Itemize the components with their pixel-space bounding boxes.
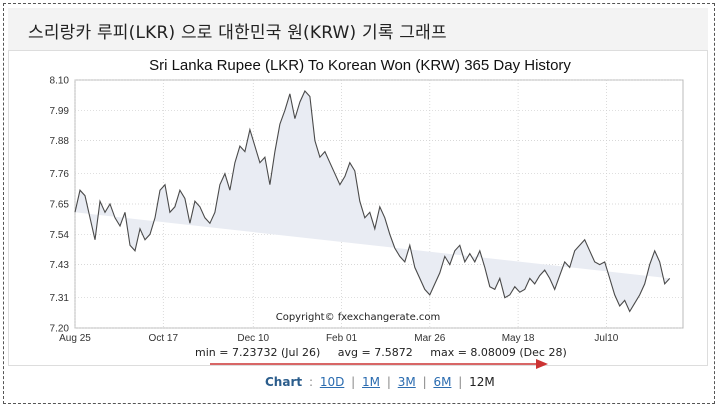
x-tick-label: Jul10 [594,333,618,344]
range-option-10d[interactable]: 10D [319,375,345,389]
stat-avg: avg = 7.5872 [337,346,413,359]
copyright-watermark: Copyright© fxexchangerate.com [276,312,441,323]
x-tick-label: Mar 26 [414,333,446,344]
y-tick-label: 7.76 [50,169,70,180]
x-tick-label: Feb 01 [326,333,358,344]
x-tick-label: Oct 17 [149,333,179,344]
stat-max: max = 8.08009 (Dec 28) [430,346,567,359]
range-option-3m[interactable]: 3M [397,375,416,389]
range-option-6m[interactable]: 6M [433,375,452,389]
range-label: Chart [265,375,303,389]
range-arrow [210,359,548,369]
chart-title: Sri Lanka Rupee (LKR) To Korean Won (KRW… [149,57,571,74]
stats-line: min = 7.23732 (Jul 26) avg = 7.5872 max … [195,346,581,359]
x-tick-label: Dec 10 [237,333,269,344]
range-selector: Chart : 10D | 1M | 3M | 6M | 12M [265,375,495,389]
y-tick-label: 7.65 [50,200,70,211]
y-tick-label: 8.10 [50,76,70,87]
y-tick-label: 7.88 [50,136,70,147]
stat-min: min = 7.23732 (Jul 26) [195,346,321,359]
header-bar [8,8,708,50]
range-arrow-head [536,359,548,369]
range-option-12m: 12M [469,375,495,389]
series-line [74,90,671,313]
y-tick-label: 7.99 [50,106,70,117]
range-option-1m[interactable]: 1M [362,375,381,389]
y-tick-label: 7.20 [50,324,70,335]
x-tick-label: Aug 25 [59,333,91,344]
y-tick-label: 7.54 [50,230,70,241]
page-title: 스리랑카 루피(LKR) 으로 대한민국 원(KRW) 기록 그래프 [28,23,447,43]
widget-frame [3,3,715,404]
y-tick-label: 7.31 [50,293,70,304]
y-tick-label: 7.43 [50,260,70,271]
x-tick-label: May 18 [502,333,535,344]
